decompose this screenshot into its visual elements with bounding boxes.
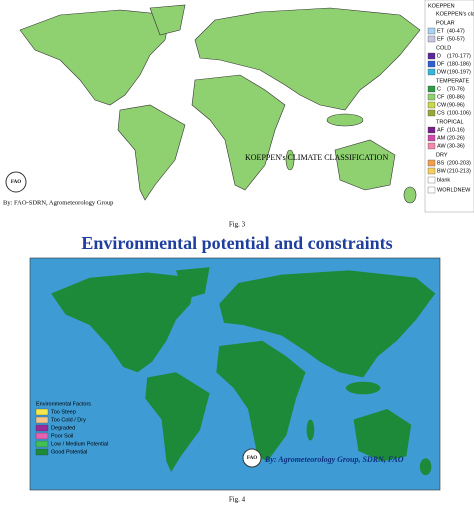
legend-range: (10-16) <box>447 127 465 133</box>
legend-swatch <box>427 134 436 142</box>
koeppen-legend: KOEPPEN KOEPPEN's classification POLAR ET(4… <box>424 0 474 213</box>
legend-code: BS <box>437 160 445 166</box>
credit: By: FAO-SDRN, Agrometeorology Group <box>3 199 113 206</box>
map-title: KOEPPEN's CLIMATE CLASSIFICATION <box>245 153 388 162</box>
legend-swatch <box>427 176 436 184</box>
legend-title: Environmental Factors <box>36 401 91 407</box>
legend-swatch <box>427 85 436 93</box>
legend-swatch <box>35 448 49 456</box>
legend-label: Good Potential <box>51 449 87 455</box>
legend-range: (70-76) <box>447 86 465 92</box>
legend-code: CW <box>437 102 447 108</box>
fao-logo <box>5 171 27 193</box>
legend-swatch <box>427 60 436 68</box>
legend-code: AM <box>437 135 446 141</box>
section-heading: Environmental potential and constraints <box>81 233 392 253</box>
legend-range: (170-177) <box>447 53 471 59</box>
legend-code: BW <box>437 168 447 174</box>
legend-group: DRY <box>436 152 448 158</box>
legend-swatch <box>427 68 436 76</box>
legend-range: (90-96) <box>447 102 465 108</box>
legend-code: CF <box>437 94 445 100</box>
legend-group: TEMPERATE <box>436 78 470 84</box>
legend-group: TROPICAL <box>436 119 464 125</box>
legend-code: CS <box>437 110 445 116</box>
environment-legend: Environmental Factors Too Steep Too Cold /… <box>35 401 108 456</box>
legend-swatch <box>35 432 49 440</box>
legend-code: DF <box>437 61 445 67</box>
caption: Fig. 3 <box>229 221 246 229</box>
environment-map: FAO By: Agrometeorology Group, SDRN, FAO <box>29 257 441 491</box>
legend-code: EF <box>437 36 445 42</box>
legend-layer: WORLDNEW <box>437 187 471 193</box>
legend-range: (200-203) <box>447 160 471 166</box>
legend-group: COLD <box>436 45 451 51</box>
legend-code: DW <box>437 69 447 75</box>
legend-subtitle: KOEPPEN's classification <box>436 11 474 17</box>
legend-swatch <box>427 186 436 194</box>
legend-group: POLAR <box>436 20 455 26</box>
legend-label: Degraded <box>51 425 75 431</box>
legend-range: (30-36) <box>447 143 465 149</box>
legend-label: Too Cold / Dry <box>51 417 86 423</box>
legend-swatch <box>427 142 436 150</box>
legend-range: (180-186) <box>447 61 471 67</box>
legend-range: (40-47) <box>447 28 465 34</box>
legend-swatch <box>427 159 436 167</box>
legend-label: Poor Soil <box>51 433 73 439</box>
legend-blank: blank <box>437 177 450 183</box>
logo-text: FAO <box>11 180 21 185</box>
logo-text: FAO <box>247 456 257 461</box>
legend-swatch <box>427 167 436 175</box>
fao-logo <box>242 448 262 468</box>
legend-swatch <box>427 101 436 109</box>
legend-range: (50-57) <box>447 36 465 42</box>
legend-swatch <box>427 52 436 60</box>
legend-code: AF <box>437 127 445 133</box>
legend-range: (190-197) <box>447 69 471 75</box>
legend-label: Low / Medium Potential <box>51 441 108 447</box>
legend-range: (210-213) <box>447 168 471 174</box>
legend-swatch <box>35 440 49 448</box>
legend-label: Too Steep <box>51 409 76 415</box>
legend-title: KOEPPEN <box>428 3 455 9</box>
legend-swatch <box>427 93 436 101</box>
koeppen-map: KOEPPEN's CLIMATE CLASSIFICATION FAO By:… <box>3 4 421 206</box>
legend-swatch <box>427 35 436 43</box>
legend-swatch <box>427 109 436 117</box>
legend-swatch <box>427 27 436 35</box>
legend-swatch <box>35 424 49 432</box>
caption: Fig. 4 <box>229 496 246 504</box>
legend-code: C <box>437 86 441 92</box>
legend-swatch <box>35 416 49 424</box>
legend-code: D <box>437 53 441 59</box>
legend-range: (100-106) <box>447 110 471 116</box>
legend-code: ET <box>437 28 445 34</box>
credit: By: Agrometeorology Group, SDRN, FAO <box>264 455 404 464</box>
legend-range: (80-86) <box>447 94 465 100</box>
legend-swatch <box>35 408 49 416</box>
legend-range: (20-26) <box>447 135 465 141</box>
legend-code: AW <box>437 143 446 149</box>
legend-swatch <box>427 126 436 134</box>
